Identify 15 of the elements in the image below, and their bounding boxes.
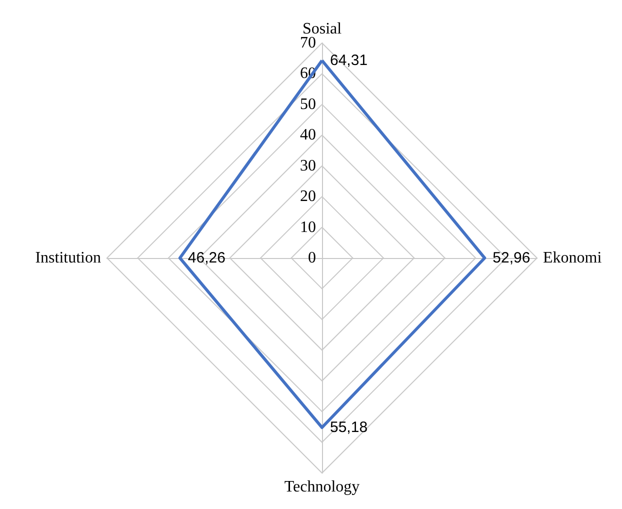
y-tick-label: 30 — [300, 157, 316, 174]
spoke-label: Ekonomi — [543, 250, 602, 266]
spoke-label: Institution — [35, 250, 101, 266]
y-tick-label: 0 — [308, 250, 316, 266]
y-tick-label: 50 — [300, 96, 316, 113]
data-label: 55,18 — [330, 418, 368, 436]
spoke-label: Sosial — [302, 20, 342, 38]
spoke-label: Technology — [284, 478, 360, 496]
y-tick-label: 20 — [300, 188, 316, 206]
data-label: 52,96 — [492, 250, 530, 266]
data-label: 64,31 — [330, 52, 368, 69]
data-label: 46,26 — [188, 250, 226, 266]
y-tick-label: 70 — [300, 34, 316, 52]
y-tick-label: 40 — [300, 126, 316, 144]
y-tick-label: 10 — [300, 218, 316, 236]
